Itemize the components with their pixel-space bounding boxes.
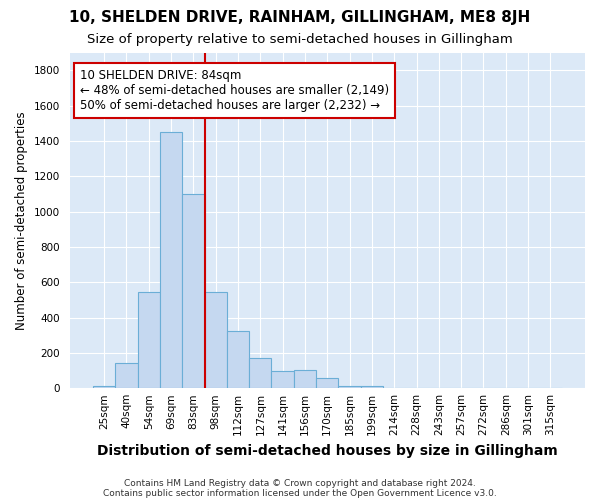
X-axis label: Distribution of semi-detached houses by size in Gillingham: Distribution of semi-detached houses by … (97, 444, 557, 458)
Y-axis label: Number of semi-detached properties: Number of semi-detached properties (15, 111, 28, 330)
Text: Size of property relative to semi-detached houses in Gillingham: Size of property relative to semi-detach… (87, 32, 513, 46)
Bar (137, 292, 160, 388)
Bar (361, 386, 383, 388)
Bar (115, 364, 137, 388)
Bar (249, 358, 271, 388)
Bar (316, 378, 338, 388)
Text: 10 SHELDEN DRIVE: 84sqm
← 48% of semi-detached houses are smaller (2,149)
50% of: 10 SHELDEN DRIVE: 84sqm ← 48% of semi-de… (80, 70, 389, 112)
Bar (182, 194, 205, 388)
Bar (93, 386, 115, 388)
Bar (160, 132, 182, 388)
Bar (271, 370, 294, 388)
Bar (294, 370, 316, 388)
Bar (205, 292, 227, 388)
Bar (227, 331, 249, 388)
Text: Contains HM Land Registry data © Crown copyright and database right 2024.: Contains HM Land Registry data © Crown c… (124, 478, 476, 488)
Text: 10, SHELDEN DRIVE, RAINHAM, GILLINGHAM, ME8 8JH: 10, SHELDEN DRIVE, RAINHAM, GILLINGHAM, … (70, 10, 530, 25)
Bar (338, 386, 361, 388)
Text: Contains public sector information licensed under the Open Government Licence v3: Contains public sector information licen… (103, 488, 497, 498)
